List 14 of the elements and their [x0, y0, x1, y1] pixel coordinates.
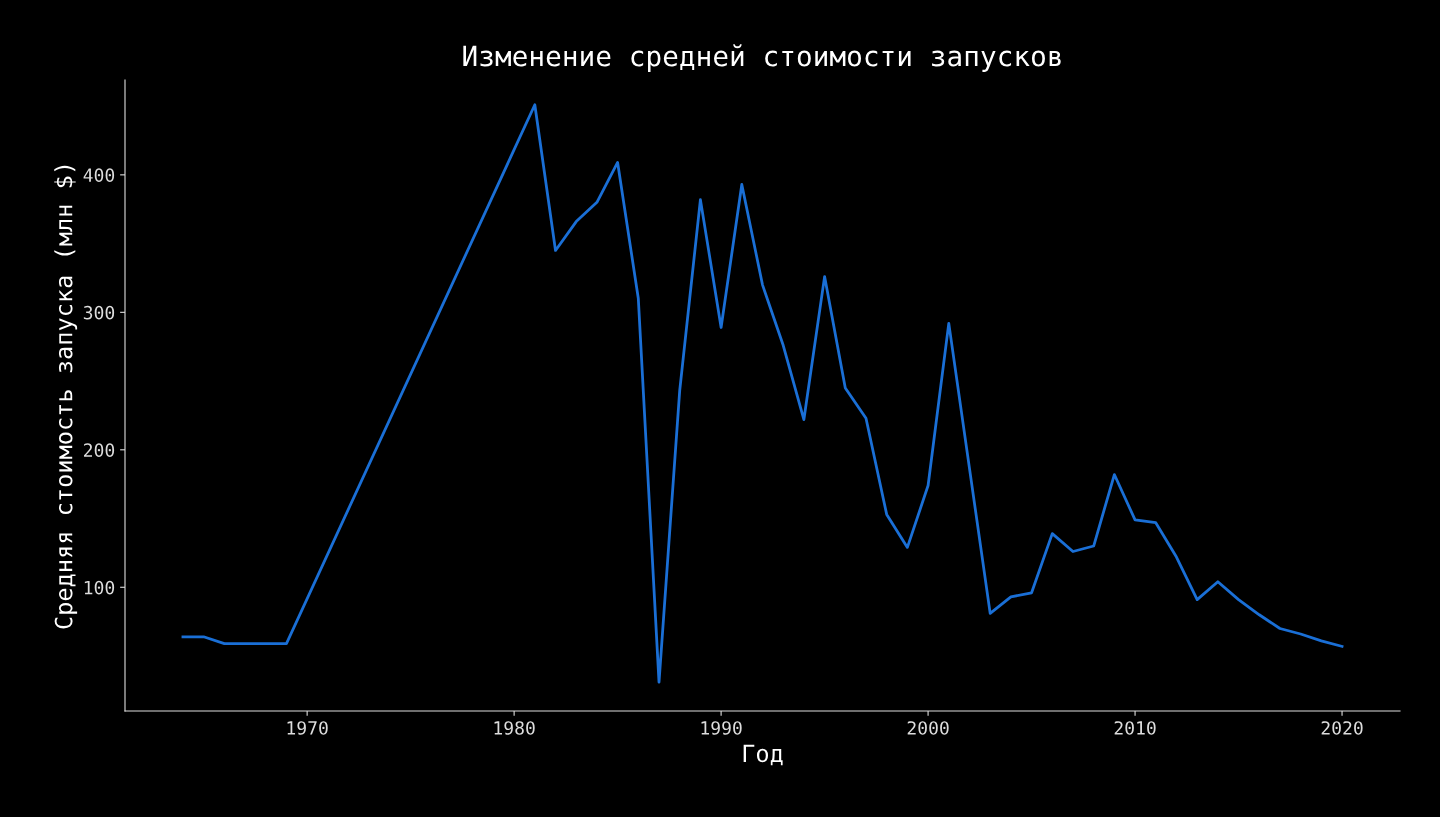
x-axis-title: Год: [743, 744, 783, 766]
x-tick-label: 1990: [701, 721, 742, 735]
y-tick-label: 200: [84, 443, 115, 457]
chart-title: Изменение средней стоимости запусков: [463, 44, 1061, 72]
y-tick-label: 100: [84, 580, 115, 595]
line-series: [181, 103, 1344, 684]
y-axis-title: Средняя стоимость запуска (млн $): [54, 165, 78, 629]
y-tick-label: 300: [83, 305, 115, 320]
x-tick-label: 1980: [494, 721, 535, 735]
x-tick-label: 1970: [287, 721, 328, 735]
x-tick-label: 2000: [907, 721, 949, 735]
x-tick-label: 2010: [1114, 721, 1156, 735]
y-tick-label: 400: [83, 168, 115, 183]
x-tick-label: 2020: [1321, 721, 1363, 735]
